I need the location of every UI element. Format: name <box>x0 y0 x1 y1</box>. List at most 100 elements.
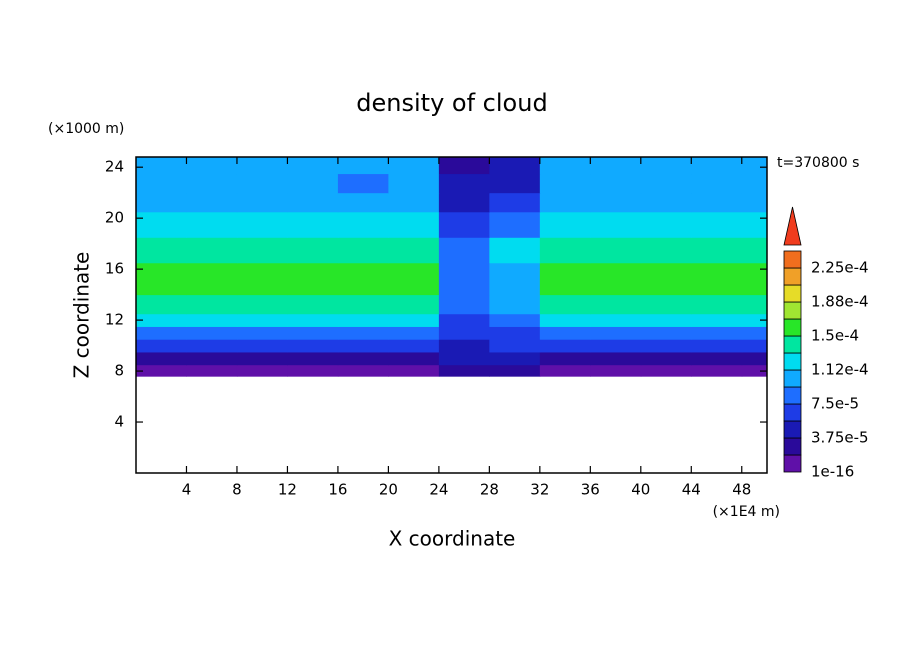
y-tick-label: 4 <box>114 413 124 431</box>
contour-cell <box>136 211 187 238</box>
contour-cell <box>640 294 692 315</box>
contour-cell <box>539 262 591 296</box>
x-tick-label: 12 <box>278 481 297 499</box>
contour-cell <box>539 364 591 377</box>
contour-cell <box>539 157 591 175</box>
contour-cell <box>590 313 642 327</box>
contour-cell <box>489 339 541 353</box>
contour-cell <box>287 351 339 366</box>
contour-cell <box>186 237 238 264</box>
contour-cell <box>438 173 490 194</box>
contour-cell <box>287 313 339 327</box>
x-tick-label: 16 <box>328 481 347 499</box>
contour-cell <box>388 262 440 296</box>
colorbar-box <box>783 403 802 422</box>
colorbar-box <box>783 437 802 456</box>
contour-cell <box>438 192 490 213</box>
contour-cell <box>590 351 642 366</box>
contour-cell <box>590 237 642 264</box>
contour-cell <box>640 173 692 194</box>
contour-cell <box>287 173 339 194</box>
x-tick-label: 4 <box>182 481 192 499</box>
contour-cell <box>539 173 591 194</box>
contour-cell <box>236 173 288 194</box>
contour-cell <box>691 173 743 194</box>
contour-cell <box>590 262 642 296</box>
contour-cell <box>539 313 591 327</box>
contour-cell <box>741 294 767 315</box>
contour-cell <box>388 294 440 315</box>
contour-cell <box>388 326 440 340</box>
contour-cell <box>691 339 743 353</box>
contour-cell <box>287 262 339 296</box>
contour-cell <box>337 157 389 175</box>
x-unit: (×1E4 m) <box>713 504 780 520</box>
contour-cell <box>287 326 339 340</box>
contour-cell <box>287 294 339 315</box>
contour-cell <box>236 262 288 296</box>
x-tick-label: 36 <box>581 481 600 499</box>
contour-cell <box>691 237 743 264</box>
contour-cell <box>186 351 238 366</box>
contour-cell <box>489 262 541 296</box>
contour-cell <box>640 339 692 353</box>
x-tick-label: 28 <box>480 481 499 499</box>
y-tick-label: 20 <box>105 209 124 227</box>
contour-cell <box>590 157 642 175</box>
field <box>136 157 767 377</box>
x-tick-label: 32 <box>530 481 549 499</box>
contour-cell <box>741 211 767 238</box>
contour-cell <box>691 157 743 175</box>
contour-cell <box>438 262 490 296</box>
contour-cell <box>691 294 743 315</box>
contour-cell <box>489 157 541 175</box>
contour-cell <box>640 237 692 264</box>
contour-cell <box>186 211 238 238</box>
contour-cell <box>438 313 490 327</box>
colorbar-box <box>783 318 802 337</box>
contour-cell <box>388 351 440 366</box>
contour-cell <box>337 192 389 213</box>
x-axis-label: X coordinate <box>389 527 516 551</box>
colorbar-box <box>783 369 802 388</box>
contour-cell <box>741 157 767 175</box>
contour-cell <box>640 211 692 238</box>
contour-cell <box>438 326 490 340</box>
contour-cell <box>539 351 591 366</box>
colorbar-extend <box>783 206 802 246</box>
contour-cell <box>136 313 187 327</box>
contour-cell <box>236 192 288 213</box>
contour-cell <box>438 211 490 238</box>
y-axis-label: Z coordinate <box>70 252 94 379</box>
contour-cell <box>388 192 440 213</box>
contour-cell <box>388 237 440 264</box>
contour-cell <box>337 339 389 353</box>
contour-cell <box>236 326 288 340</box>
contour-cell <box>186 294 238 315</box>
contour-cell <box>640 192 692 213</box>
colorbar-label: 3.75e-5 <box>811 429 869 447</box>
contour-cell <box>741 326 767 340</box>
contour-cell <box>136 173 187 194</box>
contour-cell <box>691 211 743 238</box>
contour-cell <box>438 157 490 175</box>
contour-cell <box>489 313 541 327</box>
contour-cell <box>438 339 490 353</box>
contour-cell <box>136 326 187 340</box>
y-tick-label: 8 <box>114 362 124 380</box>
x-tick-label: 8 <box>232 481 242 499</box>
contour-cell <box>337 262 389 296</box>
contour-cell <box>691 326 743 340</box>
contour-cell <box>136 237 187 264</box>
x-tick-label: 48 <box>732 481 751 499</box>
contour-cell <box>741 173 767 194</box>
colorbar-label: 1e-16 <box>811 463 854 481</box>
contour-cell <box>590 339 642 353</box>
colorbar-box <box>783 386 802 405</box>
contour-cell <box>539 339 591 353</box>
contour-cell <box>489 364 541 377</box>
contour-cell <box>337 326 389 340</box>
colorbar-box <box>783 420 802 439</box>
x-tick-label: 24 <box>429 481 448 499</box>
